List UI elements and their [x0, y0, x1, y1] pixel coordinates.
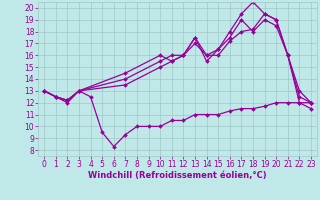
X-axis label: Windchill (Refroidissement éolien,°C): Windchill (Refroidissement éolien,°C)	[88, 171, 267, 180]
